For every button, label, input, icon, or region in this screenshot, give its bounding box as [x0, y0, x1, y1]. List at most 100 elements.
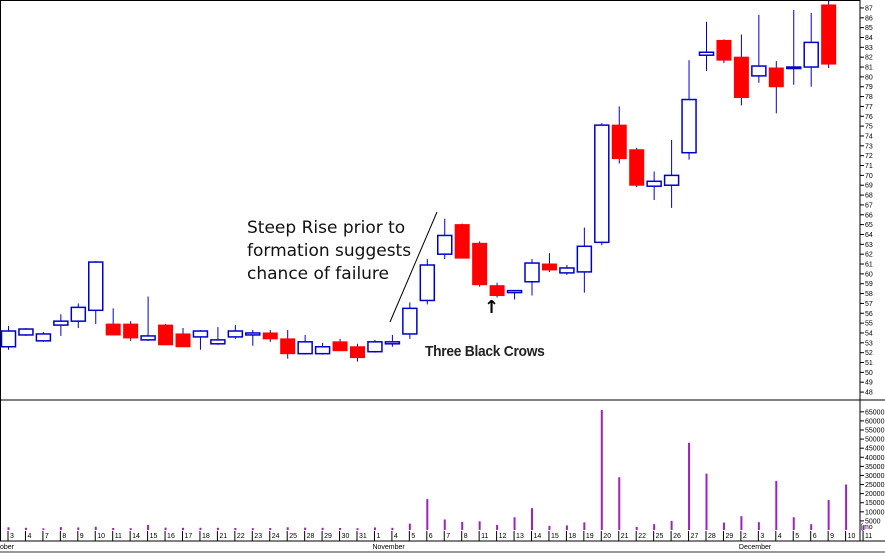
price-tick-label: 77	[865, 104, 873, 111]
candle-body-up	[0, 330, 17, 348]
date-tick-label: 9	[80, 533, 84, 540]
candle-body-up	[594, 124, 610, 244]
month-label: December	[739, 544, 772, 551]
candle-body-up	[437, 234, 453, 255]
candle-body-up	[524, 262, 540, 283]
date-tick-label: 9	[830, 533, 834, 540]
volume-tick-label: 30000	[865, 473, 885, 480]
date-tick-label: 22	[638, 533, 646, 540]
price-tick-label: 55	[865, 321, 873, 328]
candle-body-up	[297, 341, 313, 355]
candle-body-down	[716, 39, 732, 61]
candle-body-up	[210, 339, 226, 345]
price-tick-label: 70	[865, 173, 873, 180]
price-tick-label: 65	[865, 222, 873, 229]
date-tick-label: 29	[324, 533, 332, 540]
date-tick-label: 10	[848, 533, 856, 540]
date-tick-label: 27	[691, 533, 699, 540]
volume-tick-label: 35000	[865, 464, 885, 471]
date-tick-label: 11	[115, 533, 122, 540]
candle-body-down	[611, 124, 627, 160]
volume-tick-label: 65000	[865, 409, 885, 416]
volume-tick-label: 15000	[865, 500, 885, 507]
candle-body-down	[733, 56, 749, 99]
price-tick-label: 76	[865, 114, 873, 121]
date-tick-label: 11	[481, 533, 488, 540]
date-tick-label: 31	[359, 533, 367, 540]
date-tick-label: 24	[272, 533, 280, 540]
price-tick-label: 84	[865, 35, 873, 42]
volume-tick-label: 25000	[865, 482, 885, 489]
date-tick-label: 19	[586, 533, 594, 540]
candle-body-down	[472, 242, 488, 286]
candle-body-down	[175, 333, 191, 348]
date-tick-label: 21	[219, 533, 227, 540]
price-tick-label: 57	[865, 301, 873, 308]
date-tick-label: 22	[237, 533, 245, 540]
volume-tick-label: 55000	[865, 428, 885, 435]
candle-body-up	[419, 264, 436, 302]
date-tick-label: 4	[27, 533, 31, 540]
price-tick-label: 72	[865, 153, 873, 160]
candle-body-up	[786, 66, 802, 70]
candle-body-up	[53, 320, 69, 326]
date-tick-label: 23	[254, 533, 262, 540]
price-tick-label: 78	[865, 94, 873, 101]
price-tick-label: 83	[865, 45, 873, 52]
price-tick-label: 53	[865, 340, 873, 347]
date-tick-label: 28	[307, 533, 315, 540]
price-tick-label: 79	[865, 84, 873, 91]
candle-body-up	[803, 41, 819, 68]
date-tick-label: 20	[603, 533, 611, 540]
candle-body-up	[245, 332, 261, 336]
date-tick-label: 18	[568, 533, 576, 540]
candle-body-up	[18, 328, 34, 336]
price-tick-label: 64	[865, 232, 873, 239]
candle-body-down	[262, 332, 278, 340]
bottom-edge	[0, 551, 885, 553]
price-tick-label: 68	[865, 193, 873, 200]
price-tick-label: 75	[865, 124, 873, 131]
date-tick-label: 30	[342, 533, 350, 540]
pattern-label: Three Black Crows	[425, 343, 545, 360]
candle-body-up	[35, 333, 52, 342]
candle-body-down	[158, 324, 174, 346]
price-tick-label: 62	[865, 252, 873, 259]
date-tick-label: 21	[621, 533, 629, 540]
price-tick-label: 85	[865, 25, 873, 32]
price-tick-label: 67	[865, 202, 873, 209]
candle-body-up	[681, 98, 697, 154]
month-label: ober	[0, 544, 15, 551]
price-tick-label: 71	[865, 163, 873, 170]
candle-body-up	[70, 306, 87, 322]
date-tick-label: 3	[760, 533, 764, 540]
volume-tick-label: 5000	[865, 518, 881, 525]
price-tick-label: 51	[865, 360, 873, 367]
price-tick-label: 56	[865, 311, 873, 318]
date-tick-label: 2	[743, 533, 747, 540]
candle-body-up	[384, 341, 401, 345]
price-tick-label: 81	[865, 65, 873, 72]
volume-tick-label: 10000	[865, 509, 885, 516]
date-tick-label: 17	[185, 533, 193, 540]
candle-body-down	[350, 346, 365, 359]
volume-tick-label: 40000	[865, 455, 885, 462]
candle-body-up	[140, 335, 156, 341]
volume-tick-label: 50000	[865, 437, 885, 444]
price-tick-label: 59	[865, 281, 873, 288]
date-tick-label: 13	[516, 533, 524, 540]
price-tick-label: 73	[865, 143, 873, 150]
date-tick-label: 5	[795, 533, 799, 540]
price-tick-label: 66	[865, 212, 873, 219]
date-tick-label: 29	[725, 533, 733, 540]
candle-body-up	[402, 307, 418, 335]
candle-body-up	[227, 330, 244, 338]
date-tick-label: 4	[778, 533, 782, 540]
candle-body-down	[541, 263, 557, 271]
candle-body-down	[105, 323, 121, 336]
price-tick-label: 69	[865, 183, 873, 190]
date-tick-label: 1	[376, 533, 380, 540]
price-tick-label: 63	[865, 242, 873, 249]
